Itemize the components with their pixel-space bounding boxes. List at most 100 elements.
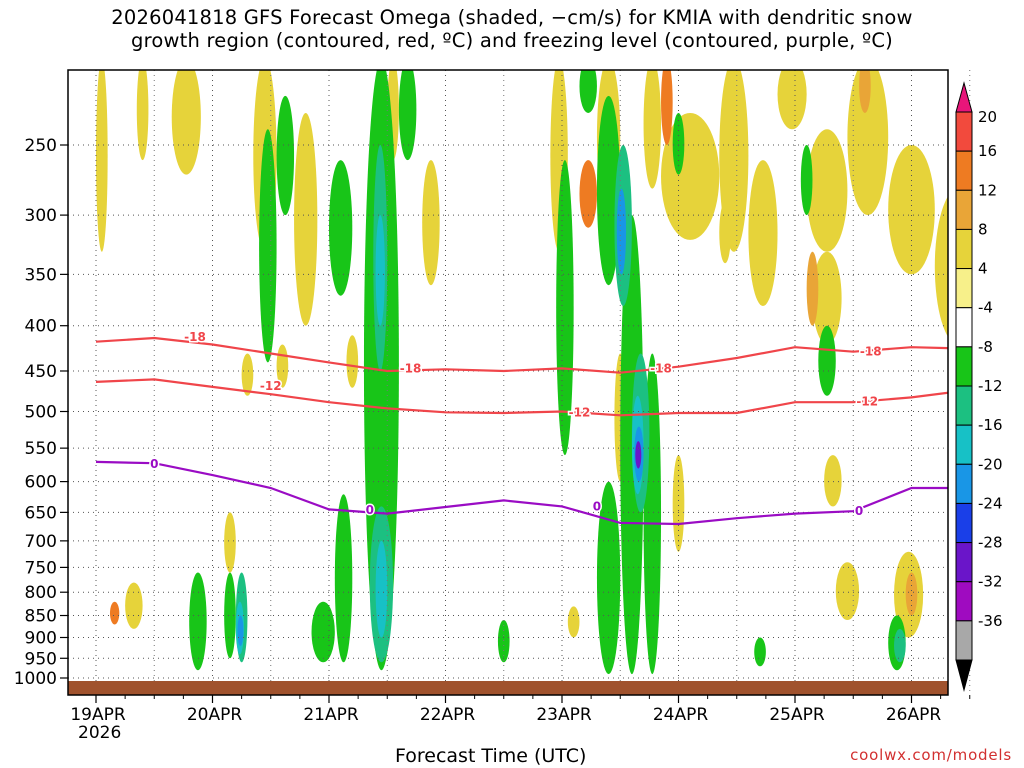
omega-shade-region [329,160,353,296]
colorbar-swatch [955,542,973,583]
colorbar-label: -4 [978,299,993,317]
x-tick-label: 20APR [187,705,243,725]
omega-shade-region [800,145,813,216]
contour-label: -12 [569,405,591,419]
omega-shade-region [824,455,842,507]
y-tick-label: 550 [25,439,57,459]
colorbar-label: 4 [978,260,988,278]
colorbar-swatch [955,268,973,309]
x-tick-label: 21APR [303,705,359,725]
colorbar-swatch [955,581,973,622]
colorbar-label: 12 [978,181,997,199]
omega-shade-region [237,615,244,646]
omega-shade-region [171,70,201,175]
omega-shade-region [934,196,948,337]
omega-shade-region [859,70,871,113]
contour-line--12 [95,378,948,417]
y-tick-label: 1000 [14,669,57,689]
omega-shade-region [375,540,388,638]
x-tick-label: 19APR [70,705,126,725]
omega-shading [96,70,948,675]
colorbar-swatch [955,424,973,465]
omega-shade-region [888,145,935,275]
contour-line--18 [95,336,948,374]
y-tick-label: 300 [25,206,57,226]
terrain-ground-bar [68,681,948,695]
colorbar-label: -32 [978,573,1003,591]
colorbar-bottom-arrow [955,659,973,692]
x-tick-label: 26APR [886,705,942,725]
omega-shade-region [905,572,918,616]
colorbar-swatch [955,346,973,387]
colorbar-top-arrow [955,81,973,113]
colorbar-swatch [955,228,973,270]
colorbar-label: -28 [978,534,1003,552]
omega-shade-region [847,70,889,216]
omega-shade-region [579,70,597,113]
omega-shade-region [497,620,510,663]
colorbar-swatch [955,620,973,661]
contour-label: 0 [366,503,374,517]
omega-shade-region [672,455,685,552]
grid-lines [68,70,971,695]
y-tick-label: 850 [25,607,57,627]
colorbar-label: 20 [978,108,997,126]
x-tick-label: 25APR [769,705,825,725]
colorbar: 20 16 12 8 4 -4 -8 -12 -16 -20 -24 -28 -32 -36 [955,81,1003,692]
y-tick-label: 600 [25,473,57,493]
omega-shade-region [311,601,335,663]
contour-label: 0 [593,499,601,513]
y-tick-label: 650 [25,503,57,523]
omega-shade-region [125,582,143,629]
omega-shade-region [189,572,207,671]
omega-shade-region [109,601,120,625]
chart-title-line-1: 2026041818 GFS Forecast Omega (shaded, −… [111,6,913,29]
colorbar-swatch [955,502,973,544]
omega-shade-region [96,70,108,252]
omega-shade-region [224,512,236,573]
omega-shade-region [276,95,295,216]
y-tick-label: 500 [25,403,57,423]
x-axis-label: Forecast Time (UTC) [395,745,587,767]
omega-shade-region [136,70,149,161]
colorbar-swatch [955,463,973,504]
y-tick-label: 750 [25,558,57,578]
omega-shade-region [224,572,236,659]
omega-shade-region [567,606,580,638]
y-axis-ticks: 2503003504004505005506006507007508008509… [14,136,68,689]
omega-shade-region [556,160,574,456]
omega-shade-region [616,188,627,275]
y-tick-label: 250 [25,136,57,156]
omega-shade-region [375,215,385,326]
colorbar-swatch [955,111,973,152]
omega-shade-region [334,494,353,663]
omega-shade-region [294,112,318,326]
colorbar-swatch [955,150,973,191]
colorbar-label: -24 [978,494,1003,512]
omega-shade-region [719,202,731,264]
contour-label: 0 [855,504,863,518]
chart-title-line-2: growth region (contoured, red, ºC) and f… [131,29,893,52]
omega-shade-region [748,160,778,306]
contour-label: -18 [400,361,422,375]
omega-shade-region [806,251,819,326]
x-tick-label: 23APR [536,705,592,725]
colorbar-swatch [955,385,973,426]
contour-label: -18 [860,345,882,359]
plot-frame [67,69,949,696]
x-axis-year-label: 2026 [78,723,121,743]
colorbar-label: -16 [978,416,1003,434]
colorbar-label: -12 [978,377,1003,395]
chart-title: 2026041818 GFS Forecast Omega (shaded, −… [0,6,1024,52]
omega-shade-region [635,441,642,469]
omega-shade-region [643,70,662,189]
colorbar-label: -36 [978,612,1003,630]
contour-label: -12 [856,394,878,408]
omega-shade-region [661,70,673,145]
colorbar-label: 8 [978,220,988,238]
omega-shade-region [259,129,277,363]
contour-label: 0 [150,457,158,471]
temperature-contours: -18 -12 0 -18 0 -12 0 -18 -18 -12 0 [95,329,948,526]
omega-shade-region [422,160,440,286]
